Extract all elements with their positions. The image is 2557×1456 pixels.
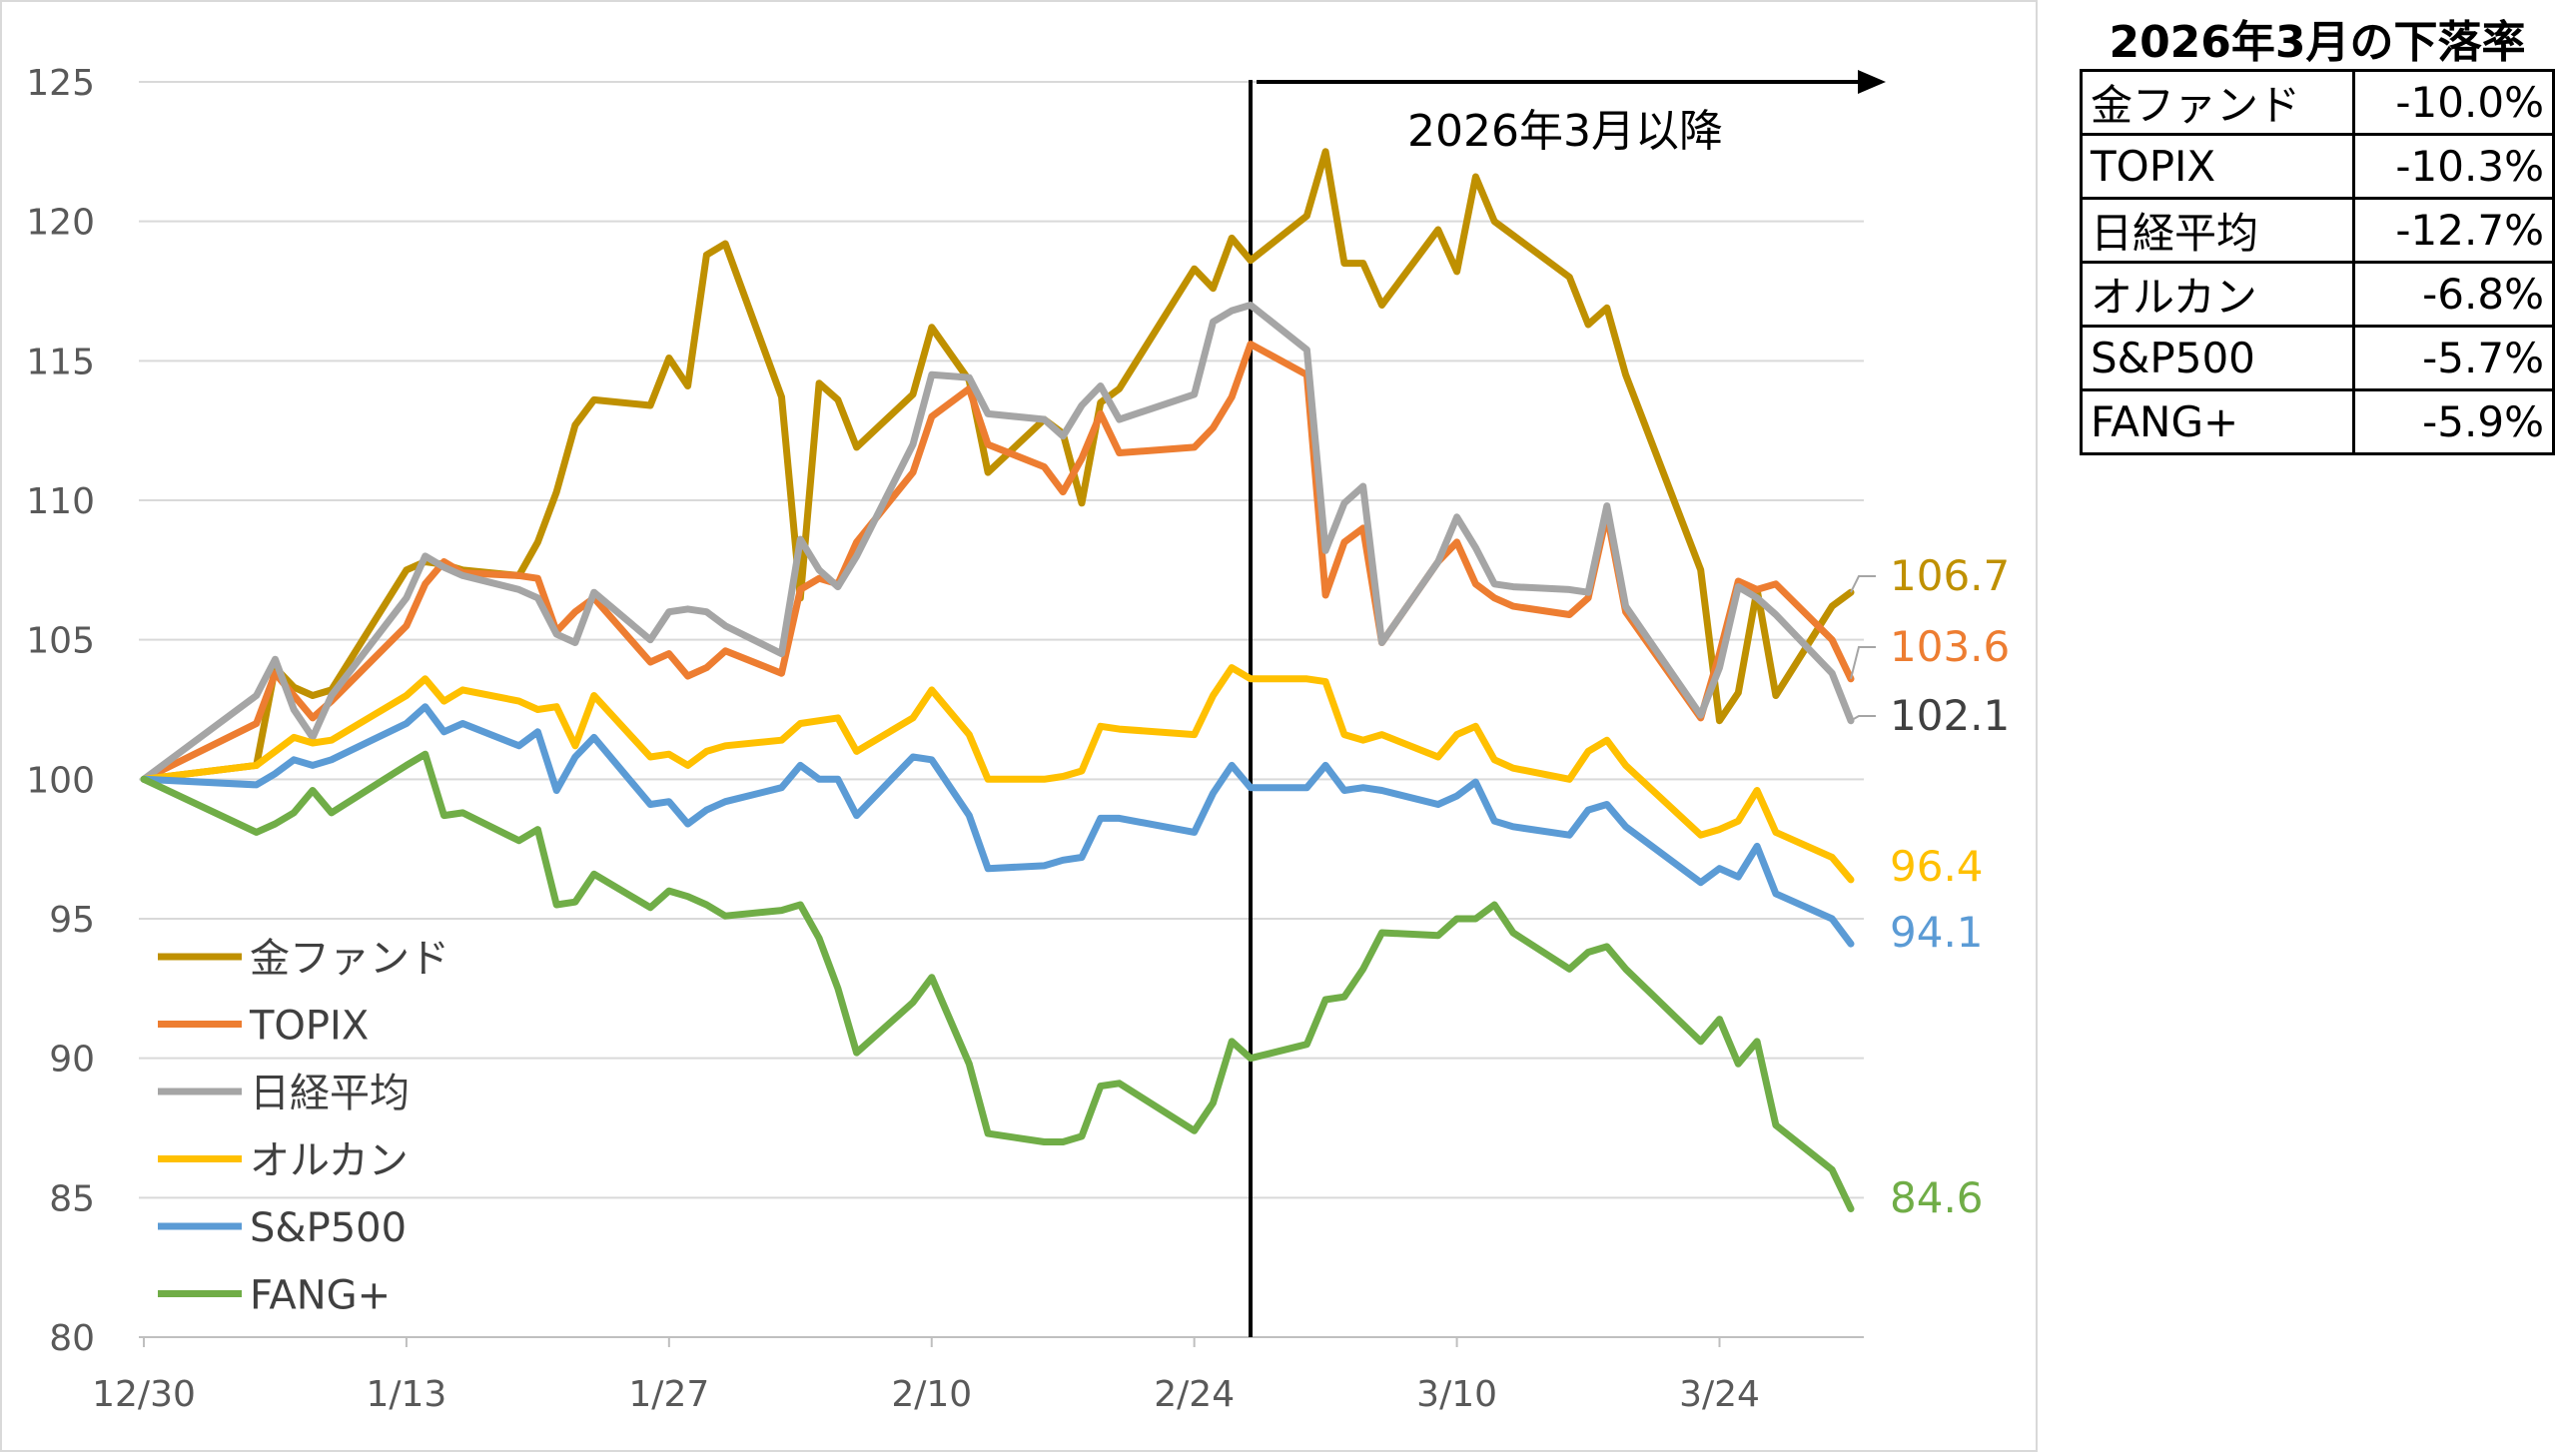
series-line — [140, 302, 1855, 783]
table-row: FANG+ -5.9% — [2079, 388, 2555, 455]
legend-label: TOPIX — [249, 1004, 369, 1050]
end-value-label: 102.1 — [1890, 691, 2010, 740]
legend-label: FANG+ — [250, 1273, 391, 1319]
leader-line — [1850, 715, 1876, 722]
line-chart: 80 85 90 95 100 105 110 115 120 125 12/30 1/13 1/27 2… — [26, 63, 2010, 1415]
y-tick-label: 115 — [26, 342, 95, 382]
y-tick-label: 90 — [49, 1040, 95, 1081]
series-line — [140, 341, 1855, 783]
legend-label: 日経平均 — [250, 1071, 410, 1116]
table-row: 金ファンド -10.0% — [2079, 69, 2555, 136]
end-value-label: 94.1 — [1890, 908, 1984, 957]
x-tick-label: 2/24 — [1154, 1374, 1235, 1415]
row-value: -6.8% — [2352, 261, 2555, 328]
row-name: S&P500 — [2079, 325, 2356, 391]
end-value-label: 96.4 — [1890, 842, 1984, 891]
annotation-label: 2026年3月以降 — [1407, 106, 1723, 157]
series-line — [140, 703, 1855, 948]
end-value-label: 84.6 — [1890, 1173, 1984, 1222]
x-tick-label: 2/10 — [891, 1374, 972, 1415]
row-name: FANG+ — [2079, 388, 2356, 455]
series-line — [140, 750, 1855, 1212]
row-value: -5.9% — [2352, 388, 2555, 455]
table-row: S&P500 -5.7% — [2079, 325, 2555, 391]
row-name: TOPIX — [2079, 133, 2356, 200]
y-tick-label: 100 — [26, 760, 95, 801]
row-value: -10.3% — [2352, 133, 2555, 200]
row-value: -12.7% — [2352, 197, 2555, 264]
legend-label: オルカン — [250, 1138, 409, 1184]
leader-line — [1850, 575, 1876, 593]
x-tick-label: 1/13 — [366, 1374, 446, 1415]
end-value-label: 103.6 — [1890, 622, 2010, 671]
arrow-head-icon — [1858, 70, 1886, 94]
y-tick-label: 120 — [26, 203, 95, 244]
y-tick-label: 95 — [49, 900, 95, 941]
table-row: オルカン -6.8% — [2079, 261, 2555, 328]
y-tick-label: 80 — [49, 1318, 95, 1359]
row-value: -5.7% — [2352, 325, 2555, 391]
x-tick-label: 3/24 — [1679, 1374, 1760, 1415]
y-tick-label: 85 — [49, 1178, 95, 1219]
drop-rate-table: 金ファンド -10.0% TOPIX -10.3% 日経平均 -12.7% オルカン -… — [2079, 69, 2555, 455]
x-tick-label: 1/27 — [628, 1374, 709, 1415]
chart-frame — [0, 0, 2038, 1452]
row-name: 日経平均 — [2079, 197, 2356, 264]
table-row: 日経平均 -12.7% — [2079, 197, 2555, 264]
leader-line — [1850, 646, 1876, 680]
end-value-label: 106.7 — [1890, 551, 2010, 600]
row-value: -10.0% — [2352, 69, 2555, 136]
x-tick-label: 3/10 — [1416, 1374, 1497, 1415]
y-tick-label: 105 — [26, 621, 95, 662]
series-line — [140, 664, 1855, 884]
y-tick-label: 125 — [26, 63, 95, 104]
row-name: 金ファンド — [2079, 69, 2356, 136]
series-line — [140, 148, 1855, 783]
table-row: TOPIX -10.3% — [2079, 133, 2555, 200]
legend-label: S&P500 — [250, 1205, 407, 1251]
table-title: 2026年3月の下落率 — [2109, 17, 2526, 68]
row-name: オルカン — [2079, 261, 2356, 328]
legend-label: 金ファンド — [250, 936, 449, 982]
x-tick-label: 12/30 — [92, 1374, 196, 1415]
y-tick-label: 110 — [26, 481, 95, 522]
